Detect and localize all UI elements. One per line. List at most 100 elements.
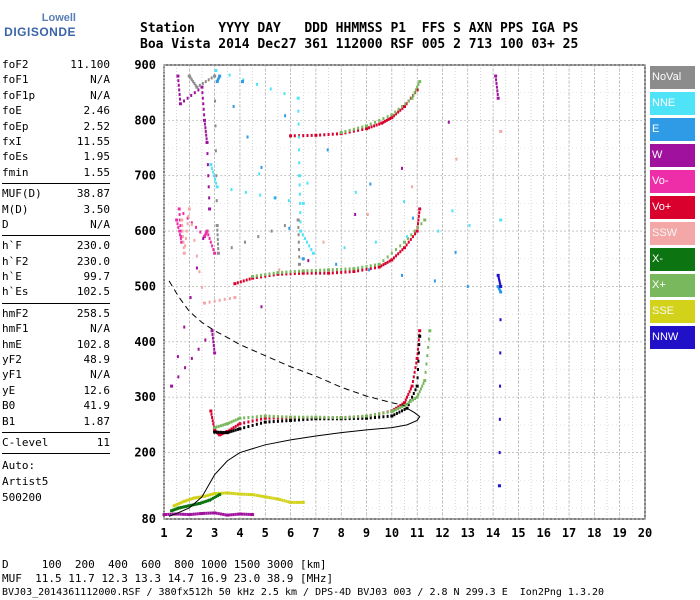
- data-point: [241, 492, 244, 496]
- data-point: [255, 274, 258, 278]
- data-point: [327, 415, 330, 419]
- data-point: [187, 74, 191, 78]
- data-point: [176, 355, 179, 359]
- data-point: [390, 258, 394, 262]
- data-point: [414, 388, 417, 392]
- data-point: [264, 273, 267, 277]
- data-point: [417, 222, 420, 226]
- data-point: [297, 240, 300, 244]
- data-point: [255, 422, 258, 426]
- data-point: [411, 185, 414, 189]
- data-point: [399, 108, 402, 112]
- data-point: [378, 415, 381, 419]
- y-tick-label: 400: [134, 335, 156, 349]
- data-point: [417, 225, 420, 229]
- param-key: hmF2: [2, 306, 29, 320]
- data-point: [297, 225, 300, 229]
- data-point: [401, 248, 404, 252]
- data-point: [239, 280, 242, 284]
- data-point: [392, 256, 395, 260]
- data-point: [234, 428, 237, 432]
- data-point: [408, 390, 411, 394]
- data-point: [238, 492, 242, 496]
- data-point: [411, 380, 414, 384]
- data-point: [177, 512, 180, 516]
- data-point: [404, 398, 407, 402]
- data-point: [357, 269, 360, 273]
- footer-muf-row: MUF 11.5 11.7 12.3 13.3 14.7 16.9 23.0 3…: [2, 572, 334, 585]
- param-value: 1.95: [83, 150, 111, 164]
- data-point: [180, 218, 184, 222]
- data-point: [195, 85, 199, 89]
- data-point: [238, 416, 242, 420]
- data-point: [495, 85, 498, 89]
- param-value: 3.50: [83, 202, 111, 216]
- data-point: [498, 277, 501, 281]
- data-point: [300, 500, 303, 504]
- data-point: [298, 148, 301, 152]
- data-point: [215, 491, 218, 495]
- data-point: [298, 269, 301, 273]
- data-point: [208, 300, 211, 304]
- data-point: [176, 222, 179, 226]
- data-point: [251, 419, 254, 423]
- data-point: [232, 513, 235, 517]
- data-point: [301, 201, 305, 205]
- data-point: [289, 415, 293, 419]
- data-point: [268, 272, 271, 276]
- x-tick-label: 5: [262, 526, 269, 540]
- data-point: [238, 512, 242, 516]
- data-point: [417, 351, 420, 355]
- x-tick-label: 7: [312, 526, 319, 540]
- data-point: [306, 271, 309, 275]
- param-key: foE: [2, 104, 22, 118]
- data-point: [323, 415, 326, 419]
- param-value: 102.8: [76, 337, 110, 351]
- data-point: [204, 129, 207, 133]
- data-point: [222, 430, 225, 434]
- data-point: [416, 352, 419, 356]
- data-point: [198, 495, 201, 499]
- data-point: [257, 494, 260, 498]
- data-point: [234, 492, 237, 496]
- data-point: [400, 273, 403, 277]
- auto-line2: Artist5: [2, 475, 49, 489]
- data-point: [399, 244, 402, 248]
- data-point: [310, 417, 313, 421]
- data-point: [283, 224, 286, 228]
- data-point: [297, 135, 300, 139]
- y-tick-label: 600: [134, 224, 156, 238]
- data-point: [210, 329, 214, 333]
- data-point: [215, 185, 219, 189]
- data-point: [203, 500, 206, 504]
- param-value: N/A: [90, 217, 110, 231]
- data-point: [403, 401, 406, 405]
- data-point: [213, 426, 217, 430]
- data-point: [397, 110, 400, 114]
- data-point: [314, 268, 317, 272]
- data-point: [205, 499, 208, 503]
- data-point: [177, 79, 180, 83]
- data-point: [369, 416, 372, 420]
- data-point: [415, 229, 419, 233]
- data-point: [230, 427, 233, 431]
- data-point: [410, 96, 414, 100]
- param-row: fxI 11.55: [2, 135, 110, 150]
- data-point: [213, 492, 217, 496]
- param-value: 1.87: [83, 414, 111, 428]
- data-point: [331, 415, 334, 419]
- param-value: 258.5: [76, 306, 110, 320]
- data-point: [194, 512, 197, 516]
- data-point: [455, 157, 458, 161]
- param-row: foF1 N/A: [2, 73, 110, 88]
- data-point: [201, 96, 204, 100]
- data-point: [224, 491, 227, 495]
- data-point: [418, 211, 421, 215]
- data-point: [496, 89, 499, 93]
- legend-item-sse: SSE: [650, 300, 695, 323]
- data-point: [186, 504, 189, 508]
- data-point: [415, 88, 419, 92]
- data-point: [189, 76, 192, 80]
- param-row: foF2 11.100: [2, 58, 110, 73]
- data-point: [407, 401, 410, 405]
